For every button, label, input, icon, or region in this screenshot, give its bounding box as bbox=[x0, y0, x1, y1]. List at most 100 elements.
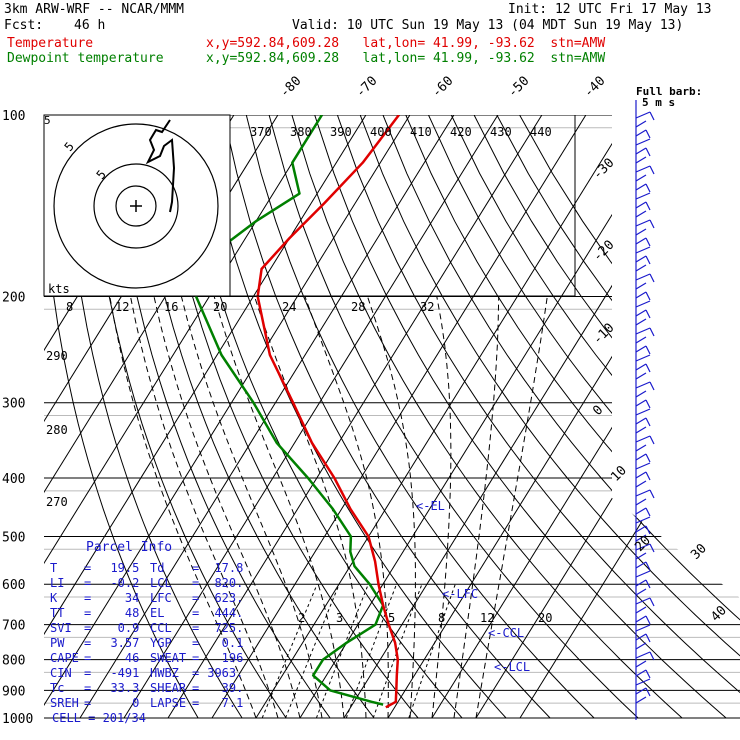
mixing-ratio-label: 5 bbox=[388, 611, 395, 625]
wind-barb bbox=[635, 624, 651, 632]
pressure-label-300: 300 bbox=[2, 397, 25, 412]
parcel-info-cell: LAPSE bbox=[150, 696, 187, 710]
moist-adiabat bbox=[453, 296, 500, 719]
parcel-info-cell: 3963. bbox=[200, 666, 244, 680]
hodograph-trace bbox=[145, 119, 176, 213]
wind-barb bbox=[635, 399, 651, 409]
mixing-ratio-label: 12 bbox=[480, 611, 494, 625]
pressure-label-1000: 1000 bbox=[2, 712, 33, 727]
wind-barb bbox=[635, 417, 651, 427]
wind-barb bbox=[635, 138, 651, 146]
temperature-info: x,y=592.84,609.28 lat,lon= 41.99, -93.62… bbox=[206, 36, 606, 51]
dry-adiabat bbox=[63, 115, 243, 719]
parcel-info-cell: 0 bbox=[96, 696, 140, 710]
wind-barb bbox=[635, 606, 647, 614]
mixing-ratio-label: 3 bbox=[336, 611, 343, 625]
wind-barb bbox=[635, 381, 655, 391]
wind-barb bbox=[635, 318, 647, 326]
fcst-label: Fcst: bbox=[4, 18, 44, 33]
moist-adiabat bbox=[431, 296, 452, 719]
parcel-info-title: Parcel Info bbox=[86, 540, 173, 555]
moist-adiabat bbox=[180, 296, 323, 719]
parcel-info-cell: = bbox=[84, 666, 92, 680]
isotherm bbox=[123, 115, 499, 719]
parcel-info-cell: CIN bbox=[50, 666, 72, 680]
pressure-label-400: 400 bbox=[2, 472, 25, 487]
parcel-info-cell: K bbox=[50, 591, 58, 605]
parcel-info-cell: = bbox=[192, 561, 200, 575]
dry-adiabat bbox=[177, 115, 463, 719]
lfc-marker: <-LFC bbox=[442, 587, 478, 601]
valid-time: Valid: 10 UTC Sun 19 May 13 (04 MDT Sun … bbox=[292, 18, 684, 33]
wind-barb bbox=[635, 264, 647, 272]
mixing-ratio-line bbox=[345, 584, 397, 719]
parcel-info-cell: SHEAR bbox=[150, 681, 187, 695]
wind-barb bbox=[635, 390, 647, 398]
wind-barb bbox=[635, 462, 651, 470]
dry-adiabat bbox=[44, 115, 199, 719]
theta-label-left: 290 bbox=[46, 349, 68, 363]
isotherm-label: -60 bbox=[429, 74, 456, 101]
parcel-info-cell: 48 bbox=[96, 606, 140, 620]
wind-barb bbox=[635, 111, 655, 121]
parcel-info-cell: Tc bbox=[50, 681, 65, 695]
theta-label: 380 bbox=[290, 125, 312, 139]
hodograph-ring-label: 5 bbox=[44, 114, 51, 127]
parcel-info-cell: = bbox=[192, 606, 200, 620]
parcel-info-cell: 444. bbox=[200, 606, 244, 620]
wind-barb bbox=[635, 516, 651, 524]
parcel-info-cell: = bbox=[84, 561, 92, 575]
wind-barb bbox=[635, 426, 647, 434]
isotherm-label: -10 bbox=[590, 321, 617, 348]
wind-barb bbox=[635, 336, 647, 344]
pressure-label-600: 600 bbox=[2, 578, 25, 593]
theta-label: 390 bbox=[330, 125, 352, 139]
wind-barb bbox=[635, 561, 651, 571]
wind-barb bbox=[635, 525, 651, 535]
dry-adiabat bbox=[496, 115, 740, 719]
parcel-info-cell: CCL bbox=[150, 621, 172, 635]
wind-barb bbox=[635, 615, 651, 625]
mixing-ratio-label: 8 bbox=[438, 611, 445, 625]
parcel-info-cell: 19.5 bbox=[96, 561, 140, 575]
wind-barb bbox=[635, 642, 647, 650]
wind-barb bbox=[635, 156, 647, 164]
hodograph-kts-label: kts bbox=[48, 282, 70, 296]
parcel-info-cell: = bbox=[192, 681, 200, 695]
dry-adiabat bbox=[245, 115, 595, 719]
wind-barb bbox=[635, 507, 651, 517]
parcel-info-cell: 34 bbox=[96, 591, 140, 605]
parcel-info-cell: = bbox=[84, 681, 92, 695]
moist-adiabat bbox=[367, 296, 416, 719]
wind-barb bbox=[635, 147, 651, 157]
wind-barb bbox=[635, 363, 651, 373]
isotherm bbox=[519, 115, 740, 719]
parcel-info-cell: 46 bbox=[96, 651, 140, 665]
theta-label: 410 bbox=[410, 125, 432, 139]
parcel-info-cell: = bbox=[84, 591, 92, 605]
isotherm bbox=[299, 115, 675, 719]
init-time: Init: 12 UTC Fri 17 May 13 bbox=[508, 2, 712, 17]
parcel-info-cell: 820. bbox=[200, 576, 244, 590]
dry-adiabat bbox=[428, 115, 740, 719]
parcel-info-cell: LCL bbox=[150, 576, 172, 590]
parcel-info-cell: YGP bbox=[150, 636, 172, 650]
parcel-info-cell: = bbox=[192, 576, 200, 590]
isotherm bbox=[44, 115, 411, 719]
wind-barb bbox=[635, 237, 651, 247]
parcel-info-cell: 0.9 bbox=[96, 621, 140, 635]
wind-barb bbox=[635, 543, 655, 553]
wind-barb bbox=[635, 273, 655, 283]
moist-adiabat bbox=[254, 296, 367, 719]
parcel-info-cell: PW bbox=[50, 636, 65, 650]
parcel-info-cell: 0.1 bbox=[200, 636, 244, 650]
parcel-info-cell: -0.2 bbox=[96, 576, 140, 590]
parcel-info-cell: 196 bbox=[200, 651, 244, 665]
wind-barb bbox=[635, 534, 647, 542]
dry-adiabat bbox=[268, 115, 639, 719]
wind-barb bbox=[635, 192, 651, 200]
wind-barb bbox=[635, 174, 647, 182]
theta-label: 370 bbox=[250, 125, 272, 139]
hodograph-ring bbox=[93, 163, 179, 249]
